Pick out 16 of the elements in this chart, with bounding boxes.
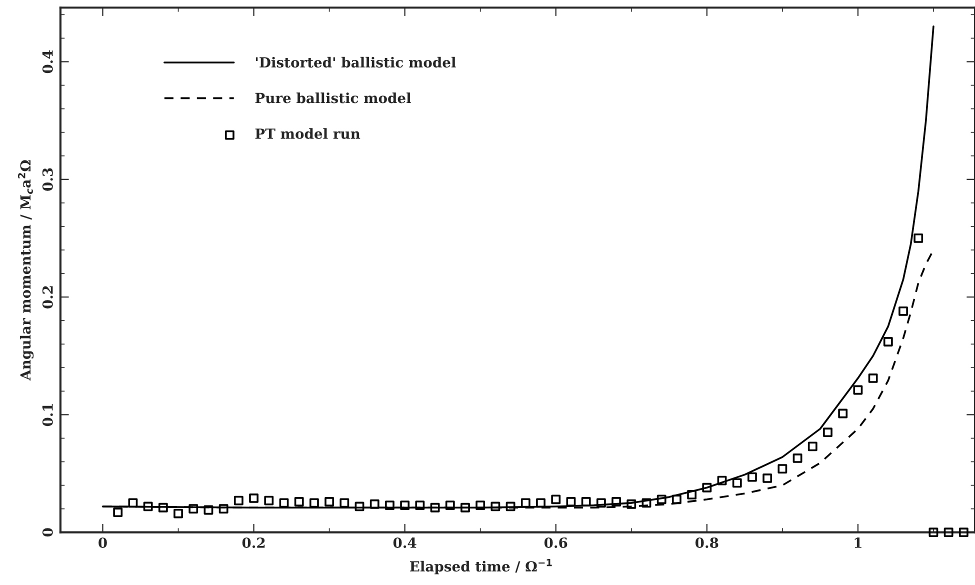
legend-label: Pure ballistic model: [255, 92, 411, 104]
y-tick-label: 0.2: [42, 286, 53, 308]
x-tick-label: 0.4: [393, 537, 416, 548]
legend-label: 'Distorted' ballistic model: [256, 56, 456, 68]
x-tick-label: 0: [98, 537, 107, 548]
x-tick-label: 0.6: [544, 537, 568, 548]
y-tick-label: 0.4: [42, 50, 53, 74]
y-tick-label: 0: [42, 528, 53, 537]
y-tick-label: 0.1: [42, 404, 53, 426]
y-tick-label: 0.3: [42, 168, 53, 191]
legend-label: PT model run: [255, 128, 360, 139]
x-axis-title: Elapsed time / Ω$^{−1}$: [410, 558, 552, 574]
x-tick-label: 0.2: [242, 537, 265, 548]
y-axis-title: Angular momentum / M$_{c}$a$^{2}$Ω: [18, 160, 34, 381]
x-tick-label: 0.8: [695, 537, 718, 548]
x-tick-label: 1: [854, 537, 862, 548]
